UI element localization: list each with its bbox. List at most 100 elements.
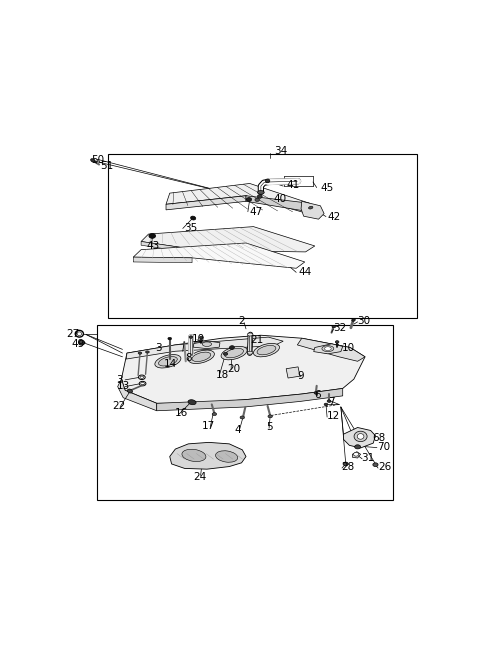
Ellipse shape (158, 356, 177, 366)
Text: 32: 32 (334, 323, 347, 333)
Ellipse shape (335, 341, 339, 343)
Text: 47: 47 (250, 207, 263, 217)
Text: 49: 49 (71, 339, 84, 349)
Text: 22: 22 (112, 401, 125, 411)
Ellipse shape (268, 415, 273, 418)
Ellipse shape (212, 413, 216, 415)
Polygon shape (133, 243, 305, 269)
Ellipse shape (253, 343, 279, 357)
Ellipse shape (355, 445, 360, 449)
Text: 3: 3 (117, 375, 123, 385)
Ellipse shape (265, 179, 270, 183)
Polygon shape (286, 367, 300, 378)
Text: 44: 44 (298, 267, 312, 277)
Ellipse shape (141, 383, 144, 384)
Text: 3: 3 (155, 343, 161, 353)
Ellipse shape (324, 403, 328, 405)
Text: 6: 6 (314, 390, 321, 400)
Ellipse shape (140, 376, 144, 379)
Text: 8: 8 (186, 352, 192, 363)
Text: 17: 17 (202, 421, 216, 431)
Text: 10: 10 (342, 343, 355, 353)
Polygon shape (141, 242, 202, 254)
Text: 40: 40 (273, 195, 286, 204)
Ellipse shape (258, 191, 264, 195)
Polygon shape (133, 257, 192, 263)
Text: 20: 20 (228, 364, 240, 374)
Text: 42: 42 (328, 212, 341, 221)
Text: 21: 21 (251, 335, 264, 345)
Polygon shape (246, 196, 309, 212)
Ellipse shape (247, 351, 253, 354)
Ellipse shape (188, 400, 196, 405)
Text: 16: 16 (175, 408, 188, 419)
Text: 68: 68 (372, 433, 386, 443)
Ellipse shape (192, 352, 211, 362)
Ellipse shape (314, 392, 318, 394)
Ellipse shape (139, 381, 146, 386)
Ellipse shape (332, 326, 336, 328)
Ellipse shape (352, 318, 355, 322)
Ellipse shape (127, 389, 132, 393)
Polygon shape (156, 388, 343, 411)
Ellipse shape (182, 449, 206, 462)
Ellipse shape (309, 206, 313, 209)
Polygon shape (314, 344, 343, 354)
Text: 27: 27 (67, 329, 80, 339)
Text: 34: 34 (274, 147, 287, 157)
Text: 43: 43 (146, 241, 159, 252)
Polygon shape (118, 379, 156, 411)
Ellipse shape (200, 336, 203, 339)
Polygon shape (126, 337, 283, 359)
Text: 51: 51 (100, 161, 113, 171)
Polygon shape (121, 335, 365, 403)
Ellipse shape (327, 400, 331, 402)
Ellipse shape (322, 346, 334, 352)
Text: 70: 70 (377, 442, 390, 452)
Text: 18: 18 (216, 370, 229, 380)
Text: 14: 14 (163, 359, 177, 369)
Ellipse shape (257, 345, 276, 355)
Ellipse shape (225, 348, 243, 358)
Ellipse shape (255, 198, 259, 202)
Text: 12: 12 (327, 411, 340, 421)
Polygon shape (301, 201, 324, 219)
Ellipse shape (75, 330, 84, 337)
Ellipse shape (202, 342, 212, 346)
Bar (108, 154, 417, 318)
Polygon shape (352, 452, 360, 458)
Ellipse shape (79, 340, 84, 345)
Ellipse shape (139, 375, 145, 379)
Polygon shape (297, 338, 365, 362)
Ellipse shape (343, 462, 348, 466)
Text: 50: 50 (91, 155, 104, 166)
Ellipse shape (373, 463, 378, 466)
Text: 45: 45 (321, 183, 334, 193)
Ellipse shape (138, 352, 142, 354)
Ellipse shape (229, 346, 234, 349)
Ellipse shape (168, 337, 172, 340)
Polygon shape (344, 428, 375, 448)
Text: 10: 10 (192, 334, 205, 344)
Text: 26: 26 (378, 462, 391, 472)
Ellipse shape (357, 434, 364, 440)
Text: 5: 5 (266, 422, 272, 432)
Ellipse shape (149, 233, 156, 238)
Ellipse shape (221, 346, 247, 360)
Ellipse shape (257, 195, 262, 198)
Ellipse shape (145, 351, 149, 353)
Text: 24: 24 (193, 472, 206, 481)
Text: 4: 4 (234, 424, 241, 435)
Polygon shape (166, 196, 246, 210)
Ellipse shape (191, 216, 196, 220)
Text: 9: 9 (297, 371, 304, 381)
Ellipse shape (188, 350, 215, 364)
Ellipse shape (223, 352, 228, 355)
Ellipse shape (77, 332, 82, 335)
Ellipse shape (240, 416, 244, 419)
Ellipse shape (91, 159, 95, 162)
Text: 7: 7 (328, 397, 335, 407)
Text: 31: 31 (361, 453, 374, 463)
Text: 35: 35 (185, 223, 198, 233)
Polygon shape (166, 183, 309, 212)
